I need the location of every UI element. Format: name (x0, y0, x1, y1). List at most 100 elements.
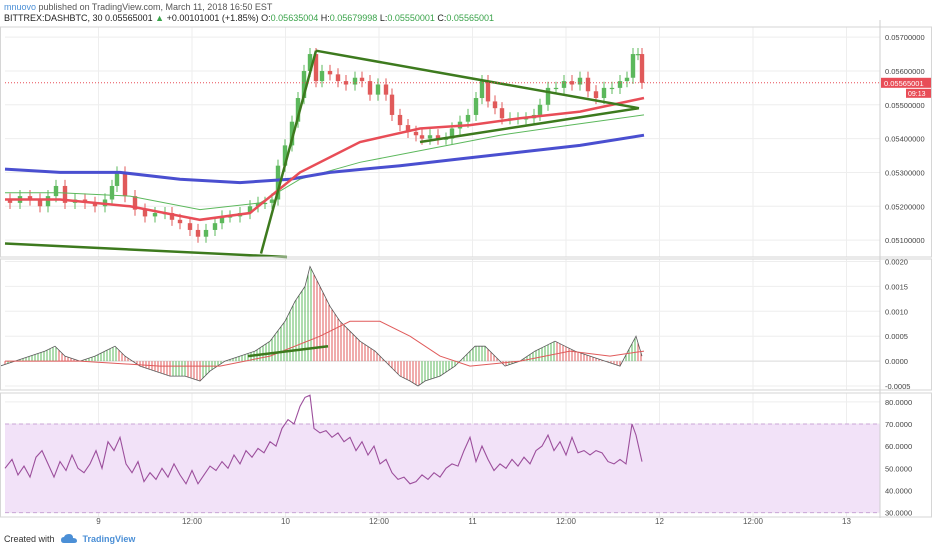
candle-body (630, 54, 636, 78)
candle-body (247, 206, 253, 214)
candle-body (397, 114, 403, 126)
candle-body (255, 202, 261, 207)
x-tick-label: 12:00 (556, 517, 577, 526)
candle-body (195, 229, 201, 237)
candle-body (7, 199, 13, 203)
candle-body (617, 81, 623, 88)
candle-body (413, 131, 419, 136)
candle-body (473, 98, 479, 115)
x-tick-label: 12:00 (743, 517, 764, 526)
countdown-tag-bg (906, 88, 931, 98)
candle-body (45, 196, 51, 207)
x-tick-label: 12:00 (369, 517, 390, 526)
candle-body (307, 54, 313, 71)
close-value: 0.05565001 (446, 13, 494, 23)
change-value: +0.00101001 (+1.85%) (166, 13, 259, 23)
candle-body (122, 172, 128, 197)
y-tick-label: 0.05400000 (885, 135, 925, 144)
candle-body (435, 135, 441, 139)
author-link[interactable]: mnuovo (4, 2, 37, 12)
y-tick-label: 50.0000 (885, 464, 912, 473)
candle-body (177, 219, 183, 224)
low-value: 0.05550001 (387, 13, 435, 23)
candle-body (37, 199, 43, 207)
y-tick-label: 80.0000 (885, 398, 912, 407)
candle-body (635, 54, 641, 56)
x-tick-label: 10 (281, 517, 290, 526)
open-label: O: (261, 13, 271, 23)
last-price-tag: 0.05565001 (884, 79, 924, 88)
last-price-tag-bg (881, 77, 931, 88)
candle-body (262, 202, 268, 205)
tradingview-cloud-icon (60, 534, 77, 543)
close-label: C: (437, 13, 447, 23)
y-tick-label: 0.0015 (885, 282, 908, 291)
candle-body (92, 202, 98, 207)
rsi-band (5, 423, 880, 514)
candle-body (405, 125, 411, 132)
candle-body (335, 74, 341, 82)
candle-body (492, 101, 498, 109)
y-tick-label: 30.0000 (885, 509, 912, 518)
y-tick-label: -0.0005 (885, 382, 910, 391)
candle-body (343, 81, 349, 85)
candle-body (367, 81, 373, 95)
last-price: 0.05565001 (105, 13, 153, 23)
candle-body (375, 84, 381, 95)
candle-body (219, 216, 225, 224)
header-ohlc: BITTREX:DASHBTC, 30 0.05565001 ▲ +0.0010… (4, 13, 494, 23)
macd-line (0, 265, 643, 387)
published-text: published on TradingView.com, March 11, … (38, 2, 273, 12)
x-tick-label: 9 (96, 517, 101, 526)
candle-body (465, 114, 471, 122)
candle-body (152, 213, 158, 217)
candle-body (499, 108, 505, 119)
candle-body (545, 87, 551, 105)
rsi-overbought-oversold-band (5, 424, 880, 513)
candle-body (485, 81, 491, 102)
y-tick-label: 60.0000 (885, 442, 912, 451)
candle-body (282, 145, 288, 166)
y-tick-label: 0.05100000 (885, 236, 925, 245)
y-tick-label: 40.0000 (885, 486, 912, 495)
candle-body (427, 135, 433, 139)
candle-body (359, 77, 365, 82)
candle-body (62, 185, 68, 203)
y-tick-label: 0.05300000 (885, 168, 925, 177)
candle-body (212, 223, 218, 230)
tradingview-logo-text[interactable]: TradingView (82, 534, 136, 544)
symbol-label[interactable]: BITTREX:DASHBTC, 30 (4, 13, 103, 23)
candle-body (187, 223, 193, 230)
candle-body (53, 185, 59, 197)
candle-body (295, 98, 301, 122)
countdown-tag: 09:13 (908, 91, 926, 98)
created-with-text: Created with (4, 534, 55, 544)
candle-body (169, 213, 175, 220)
panel-frame-macd (0, 258, 932, 391)
candle-body (593, 91, 599, 99)
price-trendline (259, 50, 318, 254)
candle-body (639, 54, 645, 83)
header-published: mnuovo published on TradingView.com, Mar… (4, 2, 272, 12)
macd-trendline (247, 344, 329, 358)
candle-body (419, 135, 425, 139)
candle-body (449, 128, 455, 139)
price-trendline (315, 49, 640, 110)
y-tick-label: 0.0020 (885, 257, 908, 266)
y-tick-label: 0.05500000 (885, 101, 925, 110)
open-value: 0.05635004 (270, 13, 319, 23)
ema-fast-line (5, 96, 645, 222)
candle-body (352, 77, 358, 85)
price-trendline (419, 106, 640, 144)
candle-body (313, 54, 319, 82)
y-tick-label: 0.0000 (885, 357, 908, 366)
candle-body (319, 70, 325, 82)
candle-body (142, 209, 148, 217)
candle-body (624, 77, 630, 82)
sma-slow-line (4, 133, 645, 185)
candle-body (553, 87, 559, 90)
candle-body (275, 165, 281, 200)
candle-body (609, 87, 615, 90)
candle-body (109, 185, 115, 200)
